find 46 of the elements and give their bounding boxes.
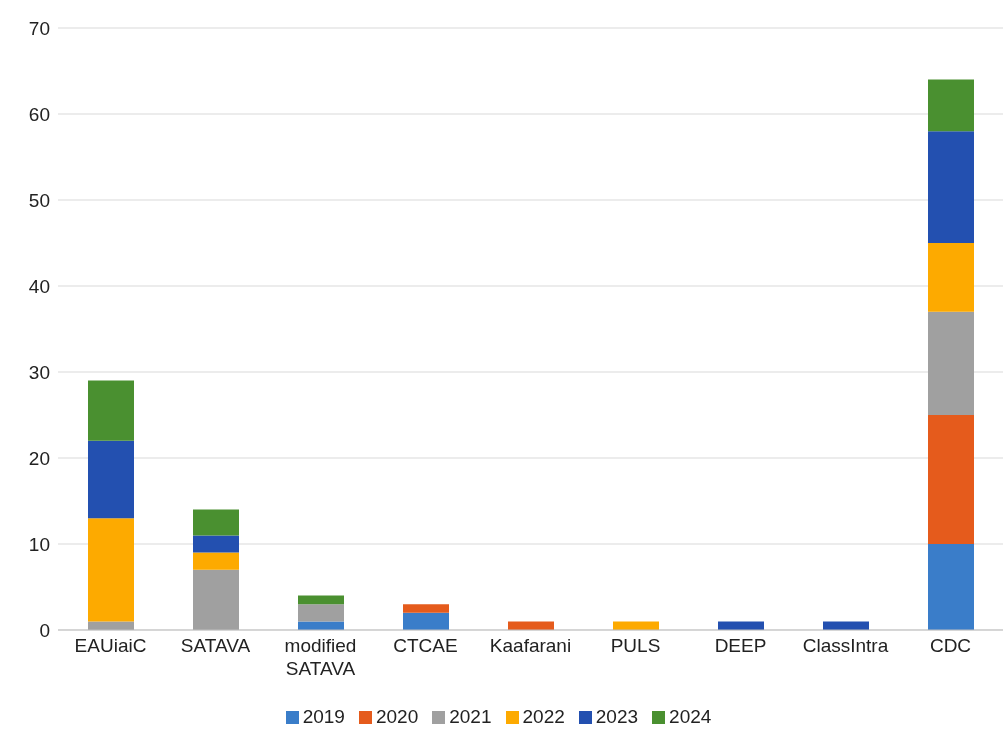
- x-tick-label: EAUiaiC: [74, 635, 147, 656]
- legend-label: 2021: [449, 706, 492, 727]
- y-tick-label: 40: [28, 275, 50, 297]
- x-tick-label: modified SATAVA: [284, 635, 357, 679]
- bar: [298, 604, 344, 622]
- x-tick-label: Kaafarani: [489, 635, 572, 656]
- bar: [193, 509, 239, 536]
- bar: [193, 552, 239, 570]
- bar: [298, 621, 344, 630]
- y-tick-label: 10: [28, 533, 50, 555]
- bar: [928, 131, 974, 243]
- x-tick-label: CDC: [929, 635, 972, 656]
- bar: [508, 621, 554, 630]
- bar: [298, 595, 344, 605]
- bar: [928, 79, 974, 132]
- bar: [928, 311, 974, 415]
- bar: [88, 380, 134, 441]
- x-tick-label: ClassIntra: [802, 635, 889, 656]
- y-tick-label: 20: [28, 447, 50, 469]
- bar: [193, 535, 239, 553]
- y-tick-label: 0: [39, 619, 50, 641]
- legend-label: 2019: [302, 706, 345, 727]
- legend-label: 2024: [669, 706, 712, 727]
- bar: [403, 604, 449, 613]
- y-tick-label: 60: [28, 103, 50, 125]
- legend-label: 2020: [375, 706, 419, 727]
- bar: [928, 243, 974, 312]
- legend-label: 2023: [595, 706, 639, 727]
- y-tick-label: 30: [28, 361, 50, 383]
- bar: [88, 518, 134, 622]
- x-tick-label: CTCAE: [393, 635, 458, 656]
- bar: [718, 621, 764, 630]
- bar: [928, 544, 974, 630]
- y-tick-label: 70: [28, 17, 50, 39]
- y-tick-label: 50: [28, 189, 50, 211]
- bar: [88, 440, 134, 519]
- bar: [403, 612, 449, 630]
- bar: [193, 569, 239, 630]
- bar: [928, 415, 974, 544]
- x-tick-label: DEEP: [714, 635, 767, 656]
- bar: [88, 621, 134, 630]
- bar: [613, 621, 659, 630]
- x-tick-label: SATAVA: [180, 635, 251, 656]
- legend-label: 2022: [522, 706, 565, 727]
- bar: [823, 621, 869, 630]
- x-tick-label: PULS: [610, 635, 661, 656]
